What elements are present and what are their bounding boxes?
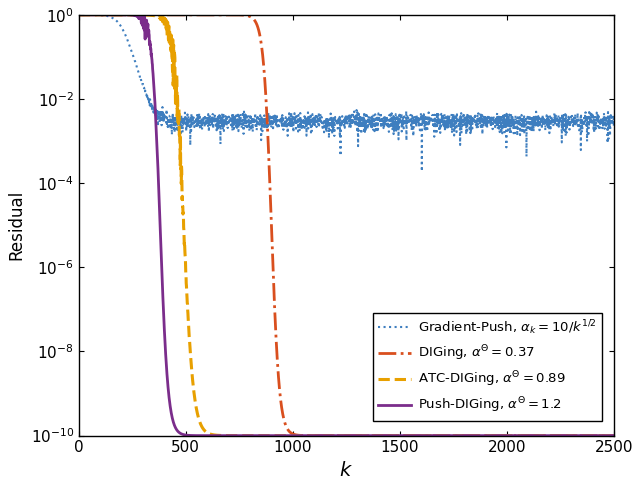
Gradient-Push, $\alpha_k = 10/k^{1/2}$: [610, 123, 618, 129]
Line: ATC-DIGing, $\alpha^\Theta = 0.89$: ATC-DIGing, $\alpha^\Theta = 0.89$: [79, 15, 614, 436]
Y-axis label: Residual: Residual: [7, 190, 25, 261]
Push-DIGing, $\alpha^\Theta = 1.2$: [610, 433, 618, 439]
DIGing, $\alpha^\Theta = 0.37$: [125, 12, 133, 18]
DIGing, $\alpha^\Theta = 0.37$: [95, 12, 103, 18]
DIGing, $\alpha^\Theta = 0.37$: [178, 12, 186, 18]
ATC-DIGing, $\alpha^\Theta = 0.89$: [610, 433, 618, 439]
Push-DIGing, $\alpha^\Theta = 1.2$: [125, 12, 133, 18]
ATC-DIGing, $\alpha^\Theta = 0.89$: [355, 433, 362, 439]
DIGing, $\alpha^\Theta = 0.37$: [75, 12, 83, 18]
ATC-DIGing, $\alpha^\Theta = 0.89$: [350, 433, 358, 439]
Push-DIGing, $\alpha^\Theta = 1.2$: [139, 4, 147, 10]
ATC-DIGing, $\alpha^\Theta = 0.89$: [180, 214, 188, 220]
ATC-DIGing, $\alpha^\Theta = 0.89$: [125, 12, 133, 18]
DIGing, $\alpha^\Theta = 0.37$: [232, 12, 239, 18]
Gradient-Push, $\alpha_k = 10/k^{1/2}$: [95, 12, 103, 18]
ATC-DIGing, $\alpha^\Theta = 0.89$: [75, 12, 83, 18]
Gradient-Push, $\alpha_k = 10/k^{1/2}$: [125, 42, 133, 48]
ATC-DIGing, $\alpha^\Theta = 0.89$: [232, 433, 239, 439]
Line: Push-DIGing, $\alpha^\Theta = 1.2$: Push-DIGing, $\alpha^\Theta = 1.2$: [79, 7, 614, 436]
ATC-DIGing, $\alpha^\Theta = 0.89$: [95, 12, 103, 18]
DIGing, $\alpha^\Theta = 0.37$: [350, 433, 358, 439]
X-axis label: $k$: $k$: [339, 461, 353, 480]
Gradient-Push, $\alpha_k = 10/k^{1/2}$: [418, 169, 426, 174]
Push-DIGing, $\alpha^\Theta = 1.2$: [351, 433, 358, 439]
ATC-DIGing, $\alpha^\Theta = 0.89$: [178, 164, 186, 169]
Push-DIGing, $\alpha^\Theta = 1.2$: [178, 431, 186, 437]
Push-DIGing, $\alpha^\Theta = 1.2$: [75, 12, 83, 18]
DIGing, $\alpha^\Theta = 0.37$: [610, 433, 618, 439]
Gradient-Push, $\alpha_k = 10/k^{1/2}$: [180, 120, 188, 126]
Legend: Gradient-Push, $\alpha_k = 10/k^{1/2}$, DIGing, $\alpha^\Theta = 0.37$, ATC-DIGi: Gradient-Push, $\alpha_k = 10/k^{1/2}$, …: [373, 313, 602, 421]
DIGing, $\alpha^\Theta = 0.37$: [180, 12, 188, 18]
Gradient-Push, $\alpha_k = 10/k^{1/2}$: [178, 112, 186, 118]
Line: Gradient-Push, $\alpha_k = 10/k^{1/2}$: Gradient-Push, $\alpha_k = 10/k^{1/2}$: [79, 15, 614, 171]
Line: DIGing, $\alpha^\Theta = 0.37$: DIGing, $\alpha^\Theta = 0.37$: [79, 15, 614, 436]
Push-DIGing, $\alpha^\Theta = 1.2$: [300, 433, 307, 439]
Push-DIGing, $\alpha^\Theta = 1.2$: [232, 433, 239, 439]
Push-DIGing, $\alpha^\Theta = 1.2$: [95, 12, 103, 18]
Push-DIGing, $\alpha^\Theta = 1.2$: [180, 432, 188, 438]
Gradient-Push, $\alpha_k = 10/k^{1/2}$: [232, 118, 239, 124]
Gradient-Push, $\alpha_k = 10/k^{1/2}$: [75, 12, 83, 18]
Gradient-Push, $\alpha_k = 10/k^{1/2}$: [350, 109, 358, 114]
DIGing, $\alpha^\Theta = 0.37$: [410, 433, 418, 439]
